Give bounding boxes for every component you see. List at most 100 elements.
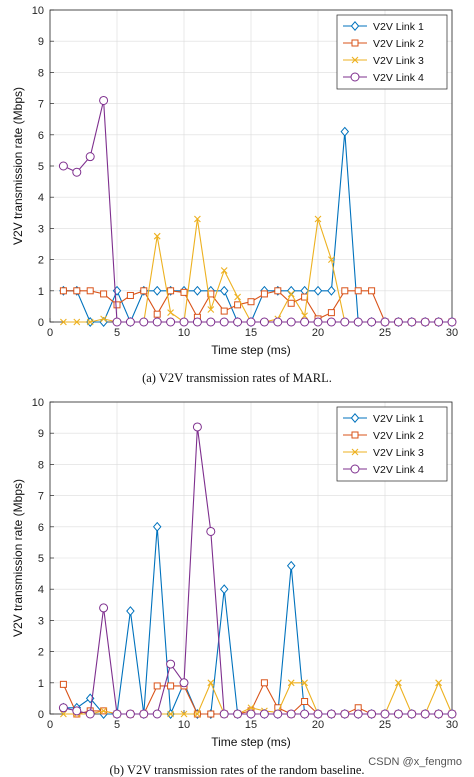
data-point — [206, 317, 216, 327]
y-tick-label: 3 — [38, 615, 44, 627]
x-tick-label: 20 — [312, 327, 324, 339]
data-point — [219, 709, 229, 719]
legend-marker — [351, 448, 359, 456]
data-point — [206, 526, 216, 536]
data-point — [368, 287, 376, 295]
data-point — [260, 679, 268, 687]
data-point — [273, 709, 283, 719]
data-point — [340, 317, 350, 327]
series-v2v-link-4 — [58, 422, 457, 719]
series-v2v-link-1 — [59, 126, 457, 327]
y-tick-label: 9 — [38, 428, 44, 440]
data-point — [59, 680, 67, 688]
data-point — [73, 318, 81, 326]
data-point — [167, 287, 175, 295]
x-tick-label: 30 — [446, 719, 458, 731]
data-point — [313, 709, 323, 719]
caption-random-baseline: (b) V2V transmission rates of the random… — [109, 763, 364, 777]
data-point — [407, 709, 417, 719]
data-point — [301, 312, 308, 320]
series-line — [63, 681, 453, 715]
data-point — [300, 317, 310, 327]
data-point — [246, 709, 256, 719]
data-point — [354, 287, 362, 295]
data-point — [327, 285, 336, 296]
data-point — [180, 288, 188, 296]
data-point — [180, 710, 188, 718]
y-tick-label: 0 — [38, 709, 44, 721]
data-point — [341, 287, 349, 295]
x-tick-label: 25 — [379, 327, 391, 339]
data-point — [287, 299, 295, 307]
data-point — [286, 709, 296, 719]
legend: V2V Link 1 V2V Link 2 V2V Link 3 V2V Link 4 — [336, 14, 448, 90]
legend-entry: V2V Link 2 — [343, 430, 424, 442]
data-point — [152, 709, 162, 719]
legend-entry: V2V Link 1 — [343, 413, 424, 425]
data-point — [99, 603, 109, 613]
x-tick-label: 30 — [446, 327, 458, 339]
data-point — [287, 679, 295, 687]
data-point — [259, 709, 269, 719]
legend-entry: V2V Link 4 — [343, 72, 424, 84]
data-point — [313, 285, 323, 296]
data-point — [435, 679, 442, 687]
data-point — [246, 317, 256, 327]
data-point — [99, 95, 109, 105]
data-point — [140, 287, 148, 295]
data-point — [300, 709, 310, 719]
data-point — [434, 709, 444, 719]
data-point — [72, 167, 82, 177]
x-axis-label: Time step (ms) — [211, 735, 291, 749]
data-point — [207, 306, 215, 313]
x-tick-label: 15 — [245, 719, 257, 731]
data-point — [420, 317, 430, 327]
x-tick-label: 5 — [114, 719, 120, 731]
data-point — [193, 285, 202, 296]
data-point — [58, 703, 68, 713]
data-point — [219, 584, 229, 595]
legend-entry: V2V Link 3 — [343, 447, 424, 459]
legend-marker — [351, 39, 359, 47]
data-point — [100, 290, 108, 298]
data-point — [192, 422, 202, 432]
watermark: CSDN @x_fengmo — [368, 756, 462, 768]
data-point — [234, 301, 242, 309]
data-point — [86, 287, 94, 295]
data-point — [326, 317, 336, 327]
legend-marker — [350, 72, 360, 82]
caption-marl: (a) V2V transmission rates of MARL. — [142, 371, 332, 385]
data-point — [207, 710, 215, 718]
data-point — [112, 317, 122, 327]
data-point — [207, 290, 215, 298]
data-point — [125, 317, 135, 327]
legend-marker — [350, 21, 360, 31]
data-point — [100, 315, 107, 323]
x-tick-label: 20 — [312, 719, 324, 731]
data-point — [301, 679, 308, 687]
data-point — [233, 709, 243, 719]
data-point — [72, 706, 82, 716]
data-point — [194, 215, 201, 223]
data-point — [247, 298, 255, 306]
x-axis-label: Time step (ms) — [211, 343, 291, 357]
data-point — [86, 318, 94, 326]
data-point — [273, 317, 283, 327]
y-tick-label: 1 — [38, 286, 44, 298]
y-tick-label: 8 — [38, 67, 44, 79]
x-tick-label: 25 — [379, 719, 391, 731]
data-point — [234, 293, 241, 301]
data-point — [139, 317, 149, 327]
data-point — [380, 709, 390, 719]
data-point — [259, 317, 269, 327]
data-point — [314, 215, 322, 223]
data-point — [179, 678, 189, 688]
data-point — [340, 709, 350, 719]
y-tick-label: 9 — [38, 36, 44, 48]
data-point — [301, 698, 309, 706]
chart-random-baseline: 0 5 10 15 20 25 30 0 1 2 3 4 5 6 7 8 9 10 Time step (ms) V2… — [11, 397, 458, 749]
legend-entry: V2V Link 1 — [343, 21, 424, 33]
legend-marker — [350, 464, 360, 474]
x-tick-label: 0 — [47, 327, 53, 339]
